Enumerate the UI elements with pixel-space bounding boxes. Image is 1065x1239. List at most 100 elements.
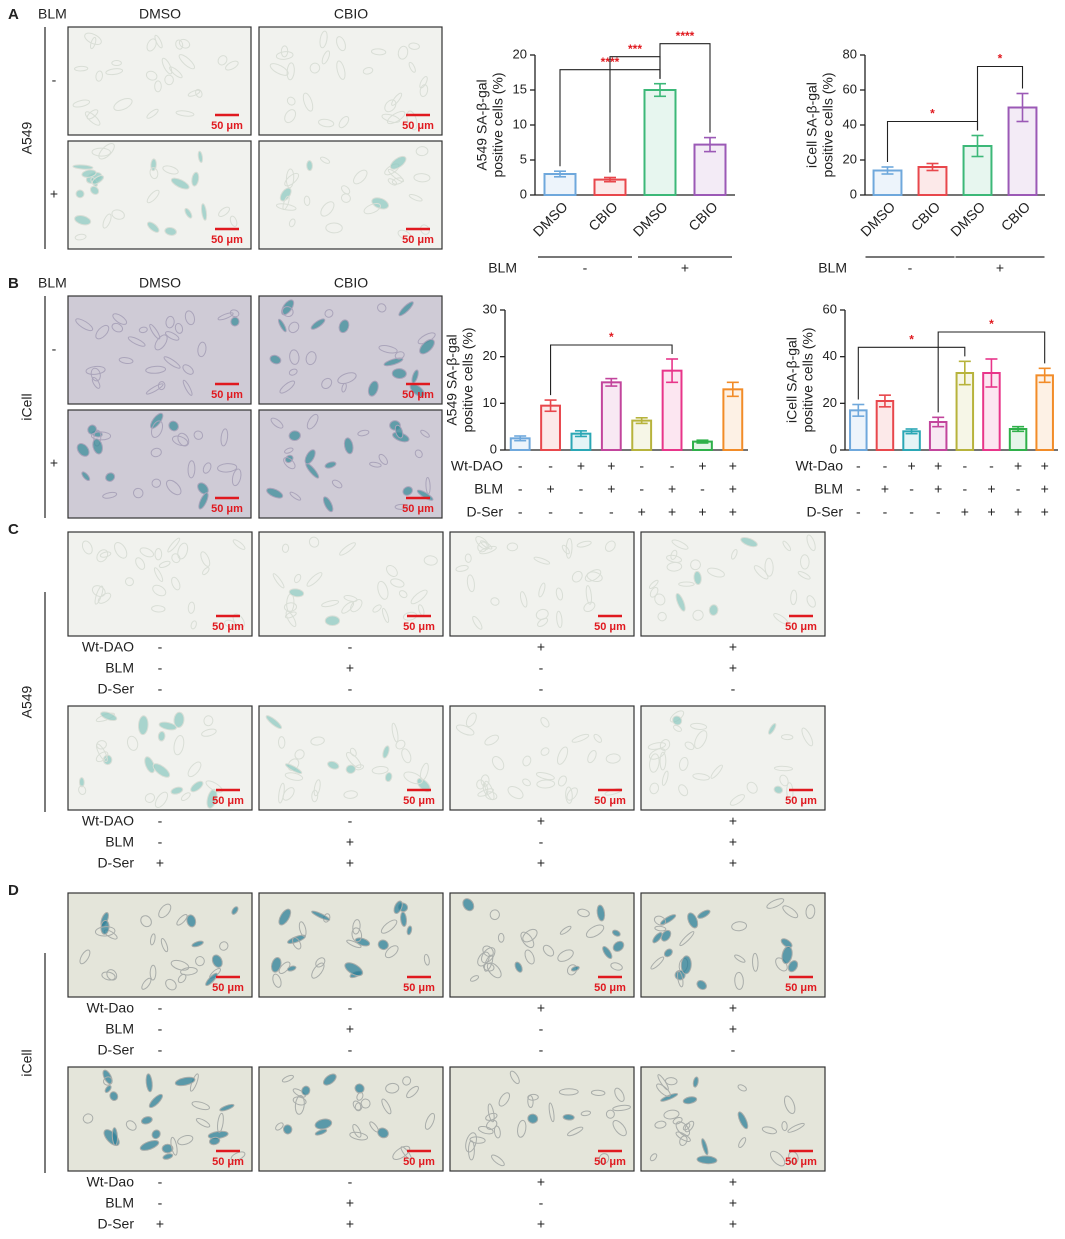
cell [419, 762, 429, 781]
cell [281, 306, 294, 318]
condition-name: D-Ser [97, 855, 134, 871]
stained-cell [314, 1128, 328, 1136]
x-tick-label: CBIO [585, 198, 621, 234]
cell [561, 544, 570, 555]
cell [232, 539, 246, 550]
cell [780, 734, 794, 741]
treatment-label: BLM [38, 275, 67, 291]
condition-value: + [729, 458, 737, 474]
cell [96, 549, 109, 563]
cell [692, 609, 704, 621]
cell [111, 322, 124, 333]
condition-value: + [607, 458, 615, 474]
cell [73, 65, 89, 72]
cell [187, 460, 196, 479]
cell [677, 970, 684, 988]
bar [540, 404, 561, 451]
condition-value: - [962, 458, 967, 474]
condition-value: + [934, 481, 942, 497]
cell [352, 919, 361, 935]
scale-bar-label: 50 μm [403, 795, 435, 807]
condition-name: Wt-Dao [87, 1000, 135, 1016]
condition-name: BLM [474, 481, 503, 497]
significance-bracket [550, 344, 673, 396]
stained-cell [781, 945, 793, 965]
cell [94, 926, 116, 937]
cell [395, 739, 406, 750]
stained-cell [104, 1085, 112, 1093]
cell [91, 376, 101, 389]
condition-value: + [698, 458, 706, 474]
stained-cell [200, 203, 208, 221]
stained-cell [324, 461, 337, 469]
cell [281, 1074, 294, 1083]
stained-cell [231, 906, 239, 915]
cell [175, 39, 184, 50]
cell [707, 567, 725, 578]
cell [180, 792, 191, 802]
cell [585, 585, 593, 605]
cell [472, 615, 483, 630]
stained-cell [740, 536, 758, 548]
cell [338, 116, 350, 129]
cell [598, 1153, 610, 1165]
stained-cell [278, 908, 292, 926]
cell [730, 548, 738, 560]
significance-bracket [857, 346, 966, 400]
cell [520, 931, 535, 949]
condition-value: + [346, 660, 354, 676]
cell [482, 962, 495, 972]
cell [781, 1120, 788, 1132]
condition-value: + [881, 481, 889, 497]
cell [309, 62, 321, 74]
cell [424, 1112, 436, 1130]
cell [349, 1131, 369, 1141]
cell [331, 479, 343, 489]
stained-cell [384, 772, 393, 783]
cell [604, 540, 616, 552]
cell [95, 751, 109, 763]
condition-name: BLM [105, 834, 134, 850]
cell [556, 746, 569, 765]
cell [414, 449, 423, 459]
cell [731, 921, 748, 932]
scale-bar-label: 50 μm [785, 795, 817, 807]
condition-value: - [158, 834, 163, 850]
cell [161, 57, 173, 75]
scale-bar-label: 50 μm [402, 234, 434, 246]
cell [401, 748, 412, 764]
stained-cell [402, 486, 413, 496]
stained-cell [219, 1103, 235, 1112]
cell [362, 67, 374, 75]
micrograph: 50 μm [258, 26, 443, 136]
stained-cell [611, 929, 621, 937]
cell [790, 589, 798, 606]
cell [360, 1098, 371, 1109]
cell [506, 542, 519, 552]
stained-cell [208, 1136, 221, 1146]
cell [275, 1122, 284, 1131]
cell [176, 914, 188, 926]
cell [484, 734, 500, 746]
cell [752, 952, 759, 972]
cell [650, 956, 665, 970]
condition-value: + [934, 458, 942, 474]
cell [491, 756, 505, 771]
x-tick-label: DMSO [857, 198, 898, 239]
cell [195, 1117, 211, 1128]
cell [187, 601, 196, 614]
condition-value: + [1014, 504, 1022, 520]
cell [467, 1140, 475, 1161]
cell [352, 1100, 362, 1111]
cell [103, 1076, 113, 1086]
row-label: - [52, 341, 57, 357]
cell [270, 417, 284, 429]
cell [94, 585, 104, 605]
condition-value: - [158, 639, 163, 655]
condition-value: - [731, 681, 736, 697]
image-frame [67, 140, 252, 250]
cell [343, 790, 358, 799]
cell [420, 429, 430, 438]
cell [565, 537, 573, 559]
